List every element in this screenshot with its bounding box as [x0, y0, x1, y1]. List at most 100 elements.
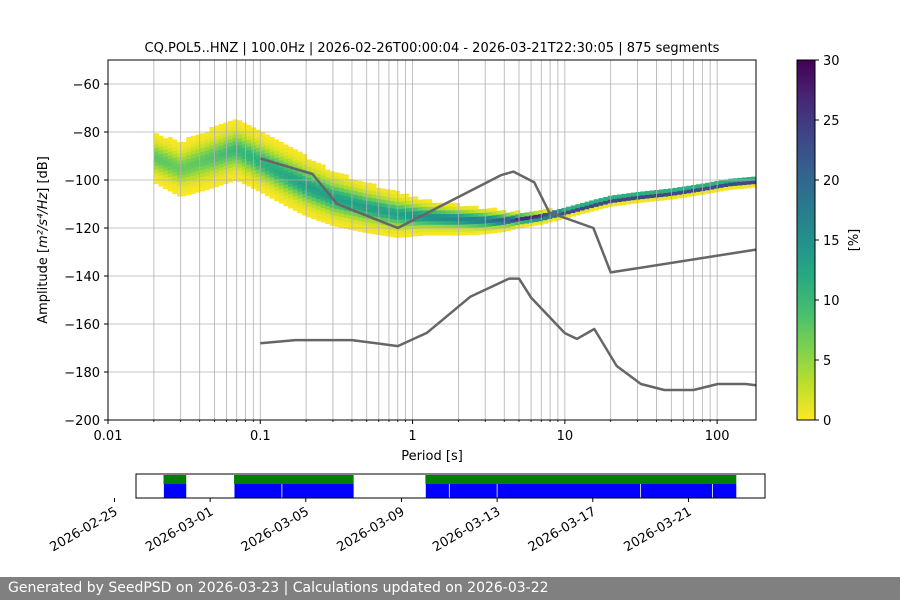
density-cell [288, 175, 294, 180]
density-cell [431, 202, 437, 207]
density-cell [227, 171, 233, 176]
density-cell [167, 169, 173, 174]
density-cell [329, 203, 335, 208]
density-cell [357, 202, 363, 207]
density-cell [584, 205, 590, 210]
density-cell [274, 143, 280, 148]
density-cell [177, 167, 183, 172]
density-cell [269, 183, 275, 188]
density-cell [227, 128, 233, 133]
density-cell [214, 161, 220, 166]
density-cell [232, 122, 238, 127]
density-cell [658, 196, 664, 201]
density-cell [339, 195, 345, 200]
density-cell [190, 164, 196, 169]
density-cell [459, 209, 465, 214]
density-cell [306, 166, 312, 171]
density-cell [163, 181, 169, 186]
density-cell [214, 147, 220, 152]
density-cell [575, 204, 581, 209]
density-cell [260, 135, 266, 140]
density-cell [218, 181, 224, 186]
density-cell [302, 200, 308, 205]
density-cell [320, 171, 326, 176]
density-cell [204, 132, 210, 137]
density-cell [556, 209, 562, 214]
density-cell [311, 168, 317, 173]
density-cell [292, 152, 298, 157]
density-cell [436, 213, 442, 218]
density-cell [362, 207, 368, 212]
density-cell [505, 216, 511, 221]
density-cell [695, 191, 701, 196]
density-cell [241, 173, 247, 177]
density-cell [325, 209, 331, 214]
density-cell [190, 146, 196, 151]
density-cell [441, 206, 447, 211]
density-cell [158, 164, 164, 169]
density-cell [181, 163, 187, 168]
density-cell [339, 209, 345, 214]
density-cell [269, 191, 275, 196]
density-cell [431, 224, 437, 229]
density-cell [473, 209, 479, 214]
footer-bar: Generated by SeedPSD on 2026-03-23 | Cal… [0, 577, 900, 600]
density-cell [649, 190, 655, 195]
density-cell [385, 225, 391, 230]
density-cell [255, 136, 261, 141]
density-cell [524, 219, 530, 224]
colorbar-tick-label: 20 [823, 174, 840, 189]
density-cell [260, 164, 266, 169]
density-cell [297, 201, 303, 206]
density-cell [195, 184, 201, 189]
density-cell [302, 171, 308, 176]
density-cell [334, 204, 340, 209]
density-cell [362, 181, 368, 186]
y-tick-label: −200 [64, 414, 100, 429]
density-cell [223, 172, 229, 177]
density-cell [232, 140, 238, 145]
density-cell [436, 202, 442, 207]
density-cell [237, 134, 243, 139]
density-cell [348, 218, 354, 223]
density-cell [542, 216, 548, 221]
colorbar-ticks: 0 5 10 15 20 25 30 [815, 54, 840, 429]
density-cell [362, 189, 368, 194]
density-cell [274, 168, 280, 173]
density-cell [246, 182, 252, 187]
density-cell [297, 155, 303, 160]
density-cell [158, 182, 164, 187]
density-cell [445, 220, 451, 225]
density-cell [214, 136, 220, 141]
density-cell [265, 166, 271, 171]
density-cell [362, 210, 368, 215]
density-cell [153, 144, 159, 149]
density-cell [153, 162, 159, 167]
density-cell [436, 224, 442, 229]
density-cell [320, 196, 326, 201]
density-cell [315, 169, 321, 174]
density-cell [241, 122, 247, 127]
density-cell [380, 224, 386, 229]
density-cell [353, 190, 359, 195]
density-cell [325, 202, 331, 207]
density-cell [362, 199, 368, 204]
density-cell [315, 166, 321, 171]
density-cell [612, 195, 618, 200]
density-cell [214, 168, 220, 173]
data-span [425, 484, 450, 498]
density-cell [454, 217, 460, 222]
density-cell [408, 214, 414, 219]
density-cell [371, 205, 377, 210]
density-cell [399, 219, 405, 224]
density-cell [177, 170, 183, 175]
density-cell [579, 210, 586, 215]
density-cell [204, 150, 210, 155]
density-cell [519, 220, 525, 225]
density-cell [315, 195, 321, 200]
density-cell [315, 213, 321, 218]
density-cell [394, 205, 400, 210]
density-cell [487, 219, 493, 224]
density-cell [200, 165, 206, 170]
data-span [234, 484, 282, 498]
